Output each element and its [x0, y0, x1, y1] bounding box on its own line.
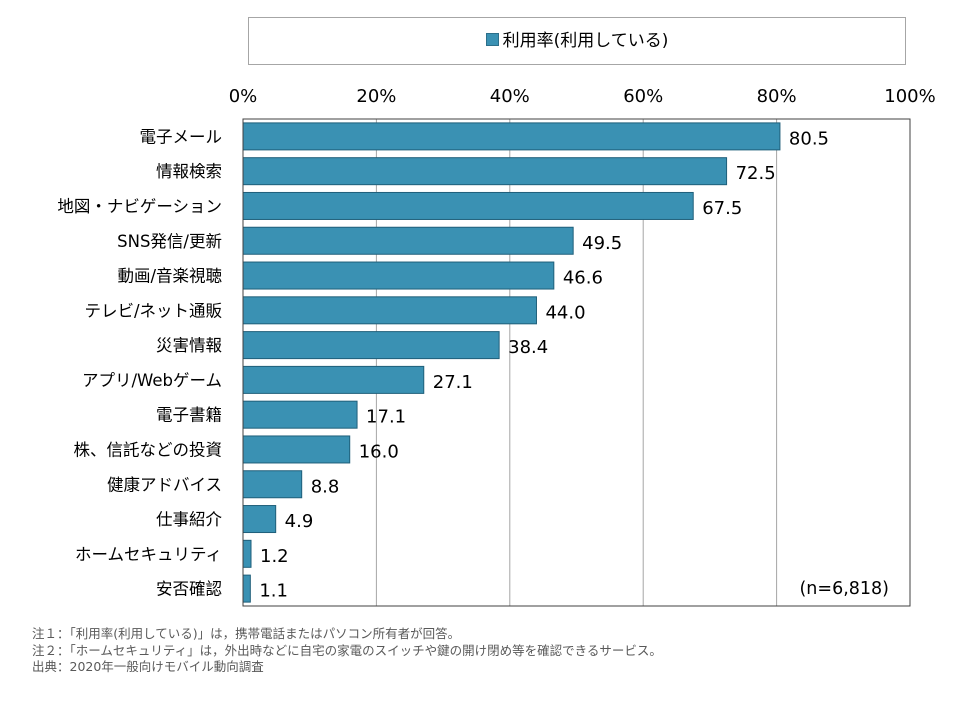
category-label: 動画/音楽視聴	[117, 267, 222, 286]
category-label: 健康アドバイス	[107, 475, 222, 494]
bar	[242, 296, 537, 325]
category-label: ホームセキュリティ	[75, 545, 222, 564]
legend-label: 利用率(利用している)	[502, 31, 669, 51]
category-label: 電子メール	[140, 127, 223, 146]
footnote-1: 注１：「利用率(利用している)」は，携帯電話またはパソコン所有者が回答。	[32, 626, 461, 641]
category-label: 電子書籍	[156, 406, 222, 425]
legend: 利用率(利用している)	[248, 17, 906, 65]
footnote-source: 出典：2020年一般向けモバイル動向調査	[32, 659, 264, 674]
bar	[242, 261, 555, 290]
bar-chart: 0% 20% 40% 60% 80% 100% 電子メール 80.5 情報検索 72.5 地図・ナビ…	[57, 86, 936, 607]
category-label: アプリ/Webゲーム	[82, 371, 222, 390]
x-tick-label: 40%	[490, 86, 530, 107]
x-tick-label: 80%	[757, 86, 797, 107]
category-label: テレビ/ネット通販	[84, 301, 222, 320]
category-label: 情報検索	[156, 162, 222, 181]
category-label: 災害情報	[156, 336, 223, 355]
bar	[242, 505, 277, 534]
bar	[242, 574, 251, 603]
data-label: 1.2	[260, 546, 289, 567]
data-label: 1.1	[259, 581, 288, 602]
data-label: 8.8	[311, 476, 340, 497]
x-tick-label: 60%	[623, 86, 663, 107]
bar	[242, 226, 574, 255]
bar	[242, 365, 425, 394]
data-label: 80.5	[789, 128, 829, 149]
footnote-2: 注２：「ホームセキュリティ」は，外出時などに自宅の家電のスイッチや鍵の開け閉め等…	[32, 642, 662, 658]
category-label: SNS発信/更新	[117, 232, 222, 251]
data-label: 4.9	[285, 511, 314, 532]
category-label: 地図・ナビゲーション	[57, 197, 222, 216]
plot-border	[242, 118, 911, 607]
legend-swatch	[485, 32, 499, 46]
data-label: 38.4	[508, 337, 548, 358]
bar	[242, 191, 694, 220]
x-tick-label: 100%	[884, 86, 935, 107]
category-label: 株、信託などの投資	[74, 440, 223, 459]
x-tick-label: 0%	[229, 86, 258, 107]
bar	[242, 331, 500, 360]
bar	[242, 400, 358, 429]
bar	[242, 122, 781, 151]
data-label: 67.5	[702, 198, 742, 219]
x-tick-label: 20%	[356, 86, 396, 107]
data-label: 46.6	[563, 268, 603, 289]
bar	[242, 470, 303, 499]
footnotes: 注１：「利用率(利用している)」は，携帯電話またはパソコン所有者が回答。 注２：…	[32, 626, 662, 676]
data-label: 44.0	[545, 302, 585, 323]
sample-size-note: (n=6,818)	[799, 579, 889, 599]
bar	[242, 435, 351, 464]
data-label: 49.5	[582, 233, 622, 254]
category-label: 仕事紹介	[156, 510, 223, 529]
data-label: 27.1	[433, 372, 473, 393]
data-label: 72.5	[736, 163, 776, 184]
bar	[242, 157, 728, 186]
category-label: 安否確認	[156, 580, 222, 599]
data-label: 16.0	[359, 441, 399, 462]
bar	[242, 539, 252, 568]
data-label: 17.1	[366, 407, 406, 428]
